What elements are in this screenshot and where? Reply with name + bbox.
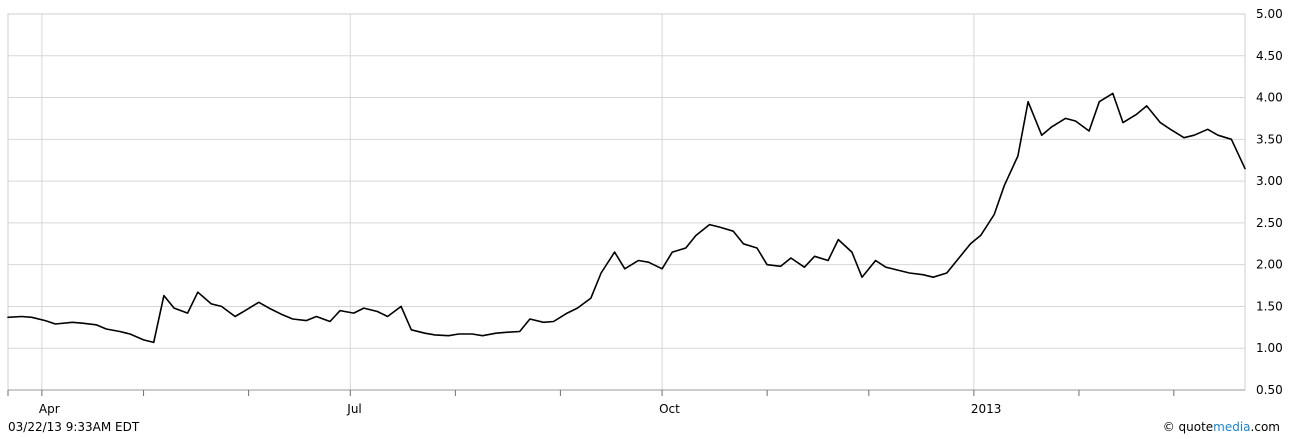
chart-timestamp: 03/22/13 9:33AM EDT <box>8 420 140 434</box>
series-layer <box>7 92 1246 344</box>
y-tick-label: 4.50 <box>1256 49 1283 63</box>
y-tick-label: 0.50 <box>1256 383 1283 397</box>
y-tick-label: 2.50 <box>1256 216 1283 230</box>
y-tick-label: 3.00 <box>1256 174 1283 188</box>
y-tick-label: 5.00 <box>1256 7 1283 21</box>
price-line <box>7 92 1246 344</box>
grid-lines <box>8 14 1245 390</box>
attribution-accent: media <box>1213 420 1250 434</box>
y-tick-labels: 0.50 1.00 1.50 2.00 2.50 3.00 3.50 4.00 4.50 5.00 <box>1256 7 1283 397</box>
x-tick-label: Oct <box>659 402 680 416</box>
y-tick-label: 1.00 <box>1256 341 1283 355</box>
attribution-prefix: © quote <box>1163 420 1213 434</box>
x-tick-label: 2013 <box>971 402 1002 416</box>
x-tick-label: Apr <box>39 402 60 416</box>
x-tick-labels: Apr Jul Oct 2013 <box>39 402 1002 416</box>
quotemedia-attribution: © quotemedia.com <box>1163 420 1280 434</box>
y-tick-label: 3.50 <box>1256 132 1283 146</box>
x-tick-label: Jul <box>346 402 361 416</box>
axes <box>7 389 1245 396</box>
y-tick-label: 4.00 <box>1256 91 1283 105</box>
attribution-suffix: .com <box>1251 420 1280 434</box>
y-tick-label: 2.00 <box>1256 258 1283 272</box>
plot-area <box>7 13 1246 391</box>
y-tick-label: 1.50 <box>1256 299 1283 313</box>
